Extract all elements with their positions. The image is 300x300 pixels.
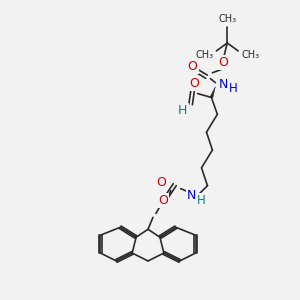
Text: O: O bbox=[156, 176, 166, 189]
Text: N: N bbox=[187, 189, 196, 202]
Text: N: N bbox=[219, 78, 228, 91]
Text: O: O bbox=[188, 60, 197, 73]
Text: H: H bbox=[178, 104, 188, 117]
Polygon shape bbox=[210, 87, 215, 98]
Text: CH₃: CH₃ bbox=[195, 50, 214, 60]
Text: O: O bbox=[158, 194, 168, 207]
Text: O: O bbox=[218, 56, 228, 69]
Text: H: H bbox=[197, 194, 206, 207]
Text: H: H bbox=[229, 82, 238, 95]
Text: O: O bbox=[190, 77, 200, 90]
Text: CH₃: CH₃ bbox=[241, 50, 259, 60]
Text: CH₃: CH₃ bbox=[218, 14, 236, 24]
